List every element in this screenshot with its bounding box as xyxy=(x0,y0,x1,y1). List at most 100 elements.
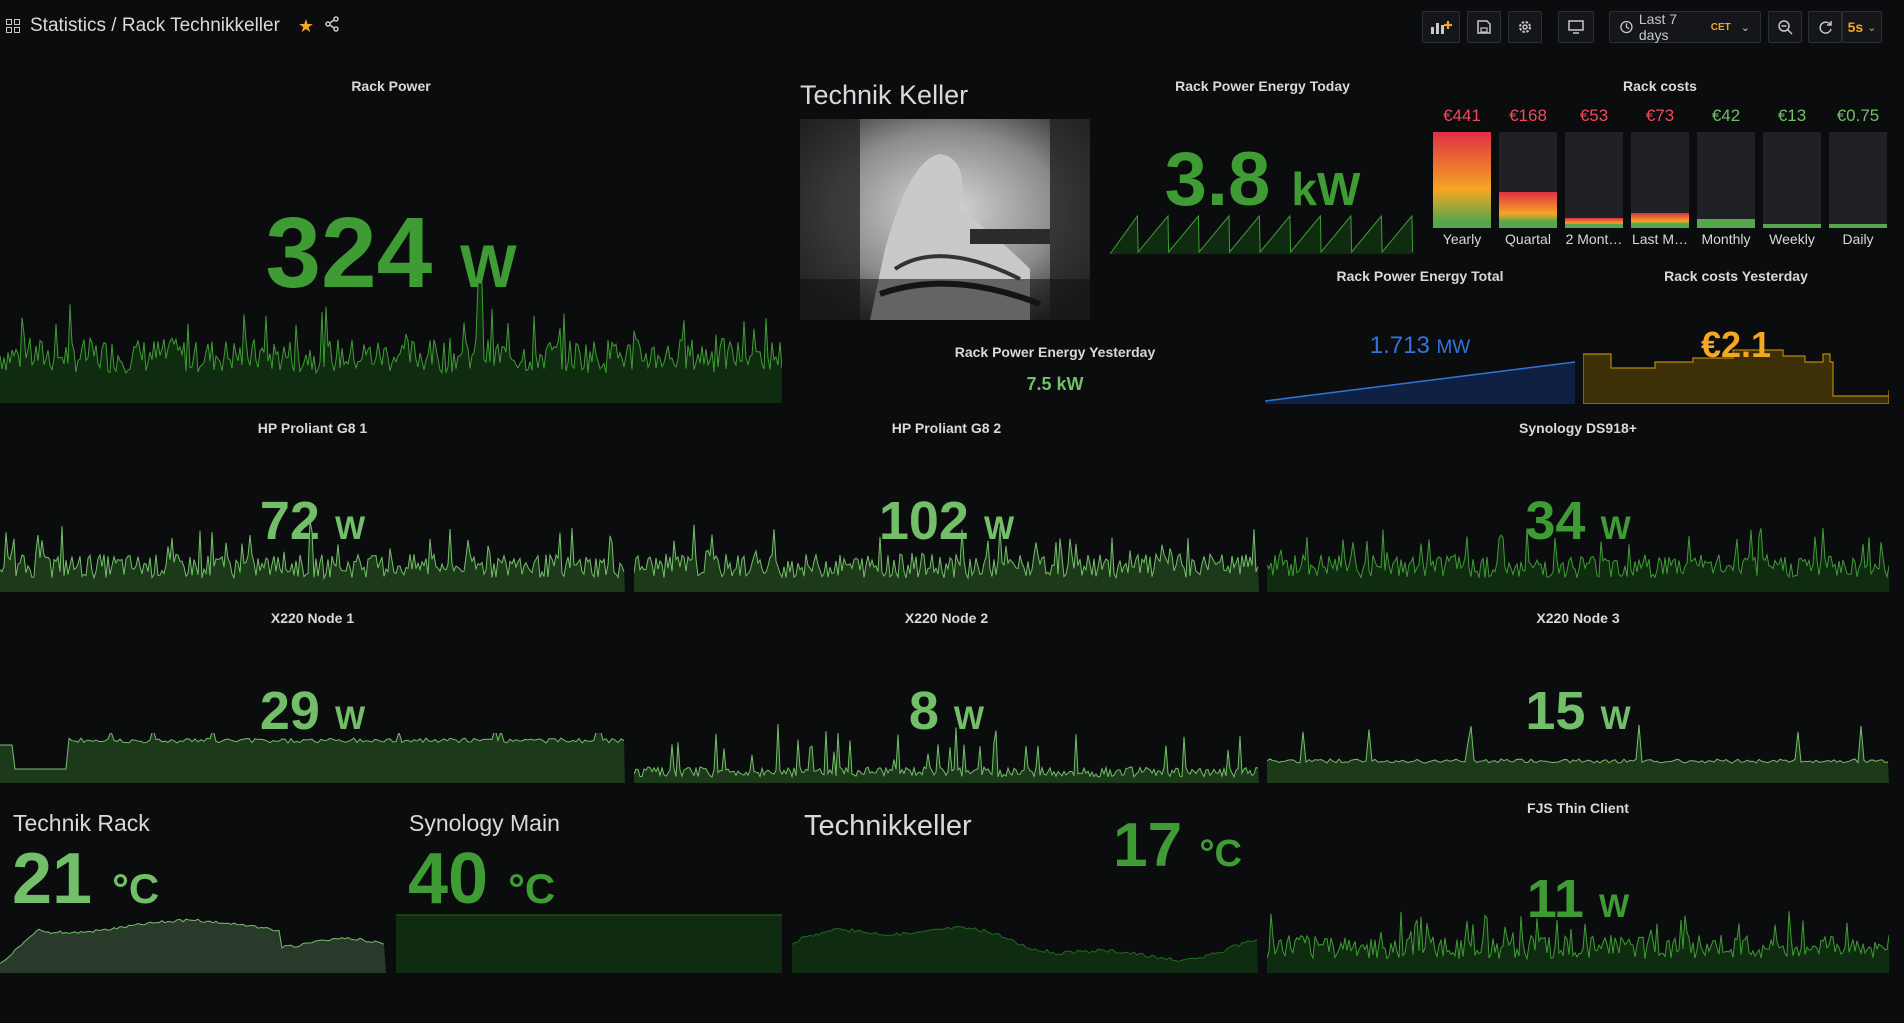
x220-node-1-panel[interactable]: X220 Node 1 29 W xyxy=(0,610,625,783)
value-number: 15 xyxy=(1525,681,1586,741)
cost-gauge-label: Yearly xyxy=(1442,231,1482,247)
zoom-out-icon xyxy=(1777,19,1793,35)
cost-gauge-bar xyxy=(1763,132,1821,228)
cost-gauge-3: €73 Last M… xyxy=(1631,106,1689,247)
zoom-out-button[interactable] xyxy=(1768,11,1802,43)
value-unit: W xyxy=(334,510,366,546)
energy-total-panel[interactable]: Rack Power Energy Total 1.713 MW xyxy=(1265,264,1575,404)
add-panel-button[interactable] xyxy=(1422,11,1460,43)
x220-node-2-panel[interactable]: X220 Node 2 8 W xyxy=(634,610,1259,783)
x220-node-1-value: 29 W xyxy=(0,680,625,742)
x220-node-3-sparkline xyxy=(1267,724,1889,783)
energy-total-value: 1.713 MW xyxy=(1265,332,1575,360)
value-number: 29 xyxy=(259,681,320,741)
value-unit: °C xyxy=(508,865,556,912)
value-number: 324 xyxy=(265,197,433,309)
cost-gauge-fill xyxy=(1829,224,1887,228)
cost-gauge-value: €53 xyxy=(1579,106,1609,125)
rack-power-value: 324 W xyxy=(0,196,782,311)
value-number: 1.713 xyxy=(1369,332,1430,359)
technik-rack-temp-sparkline xyxy=(0,918,386,973)
fjs-thin-client-panel[interactable]: FJS Thin Client 11 W xyxy=(1267,800,1889,973)
x220-node-3-panel[interactable]: X220 Node 3 15 W xyxy=(1267,610,1889,783)
value-unit: W xyxy=(460,233,517,300)
save-icon xyxy=(1477,20,1491,34)
costs-yesterday-panel[interactable]: Rack costs Yesterday €2.1 xyxy=(1583,264,1889,404)
technikkeller-temp-value: 17 °C xyxy=(1113,810,1242,881)
value-number: 21 xyxy=(12,839,93,919)
cost-gauge-value: €441 xyxy=(1443,106,1481,125)
value-unit: kW xyxy=(1291,163,1361,215)
panel-title: Technikkeller xyxy=(804,810,972,842)
time-range-picker[interactable]: Last 7 days CET ⌄ xyxy=(1609,11,1761,43)
cost-gauge-4: €42 Monthly xyxy=(1697,106,1755,247)
energy-today-panel[interactable]: Rack Power Energy Today 3.8 kW xyxy=(1110,74,1415,254)
hp-proliant-2-panel[interactable]: HP Proliant G8 2 102 W xyxy=(634,420,1259,592)
dashboard-title[interactable]: Statistics / Rack Technikkeller xyxy=(30,15,280,36)
cost-gauge-1: €168 Quartal xyxy=(1499,106,1557,247)
panel-title: Technik Rack xyxy=(13,810,150,836)
settings-button[interactable] xyxy=(1508,11,1542,43)
save-button[interactable] xyxy=(1467,11,1501,43)
technikkeller-temp-panel[interactable]: Technikkeller 17 °C xyxy=(792,800,1258,973)
tv-mode-button[interactable] xyxy=(1558,11,1594,43)
synology-main-temp-sparkline xyxy=(396,914,782,973)
cost-gauge-value: €0.75 xyxy=(1836,106,1880,125)
chevron-down-icon: ⌄ xyxy=(1867,21,1877,34)
panel-title: HP Proliant G8 1 xyxy=(257,420,368,436)
cost-gauge-2: €53 2 Mont… xyxy=(1565,106,1623,247)
chevron-down-icon: ⌄ xyxy=(1740,21,1750,34)
panel-title: Rack Power xyxy=(351,78,431,94)
monitor-icon xyxy=(1568,20,1584,34)
synology-main-temp-panel[interactable]: Synology Main 40 °C xyxy=(396,800,782,973)
apps-icon[interactable] xyxy=(6,19,20,33)
fjs-thin-client-sparkline xyxy=(1267,911,1889,973)
cost-gauge-label: Daily xyxy=(1842,231,1874,247)
panel-title: Rack Power Energy Today xyxy=(1175,78,1350,94)
hp-proliant-1-panel[interactable]: HP Proliant G8 1 72 W xyxy=(0,420,625,592)
rack-power-sparkline xyxy=(0,282,782,403)
technik-rack-temp-panel[interactable]: Technik Rack 21 °C xyxy=(0,800,386,973)
refresh-icon xyxy=(1818,20,1832,34)
cost-gauge-label: Last M… xyxy=(1631,231,1688,247)
cost-gauge-fill xyxy=(1697,219,1755,228)
x220-node-3-value: 15 W xyxy=(1267,680,1889,742)
add-panel-icon xyxy=(1431,21,1452,34)
panel-title: X220 Node 3 xyxy=(1536,610,1620,626)
camera-panel[interactable]: Technik Keller xyxy=(790,74,1100,324)
cost-gauge-5: €13 Weekly xyxy=(1763,106,1821,247)
panel-title: FJS Thin Client xyxy=(1527,800,1629,816)
panel-title: Rack Power Energy Yesterday xyxy=(954,344,1156,360)
value-unit: W xyxy=(1598,888,1630,924)
synology-ds918-sparkline xyxy=(1267,527,1889,592)
cost-gauge-label: Weekly xyxy=(1769,231,1815,247)
refresh-interval-picker[interactable]: 5s ⌄ xyxy=(1842,11,1882,43)
rack-costs-panel[interactable]: Rack costs xyxy=(1425,74,1895,254)
rack-power-panel[interactable]: Rack Power 324 W xyxy=(0,74,782,403)
cost-gauge-value: €42 xyxy=(1711,106,1741,125)
timezone-label: CET xyxy=(1710,21,1731,33)
refresh-button[interactable] xyxy=(1808,11,1842,43)
cost-gauge-bar xyxy=(1829,132,1887,228)
cost-gauge-bar xyxy=(1631,132,1689,228)
energy-yesterday-panel[interactable]: Rack Power Energy Yesterday 7.5 kW xyxy=(940,340,1170,404)
panel-title: Rack costs Yesterday xyxy=(1664,268,1808,284)
cost-gauge-value: €168 xyxy=(1509,106,1547,125)
energy-yesterday-value: 7.5 kW xyxy=(1026,374,1084,394)
costs-yesterday-sparkline xyxy=(1583,349,1889,404)
energy-today-value: 3.8 kW xyxy=(1110,136,1415,223)
share-icon[interactable] xyxy=(324,15,340,37)
cost-gauge-value: €13 xyxy=(1777,106,1807,125)
time-range-label: Last 7 days xyxy=(1638,11,1678,43)
synology-ds918-panel[interactable]: Synology DS918+ 34 W xyxy=(1267,420,1889,592)
cost-gauge-bar xyxy=(1565,132,1623,228)
value-unit: W xyxy=(1600,510,1631,546)
value-number: 17 xyxy=(1113,811,1183,880)
costs-yesterday-value: €2.1 xyxy=(1700,324,1772,365)
panel-title: Synology DS918+ xyxy=(1519,420,1637,436)
value-unit: W xyxy=(1600,700,1631,736)
star-icon[interactable]: ★ xyxy=(297,15,315,36)
panel-title: Technik Keller xyxy=(800,80,969,110)
panel-title: Synology Main xyxy=(409,810,560,836)
value-unit: °C xyxy=(112,865,160,912)
